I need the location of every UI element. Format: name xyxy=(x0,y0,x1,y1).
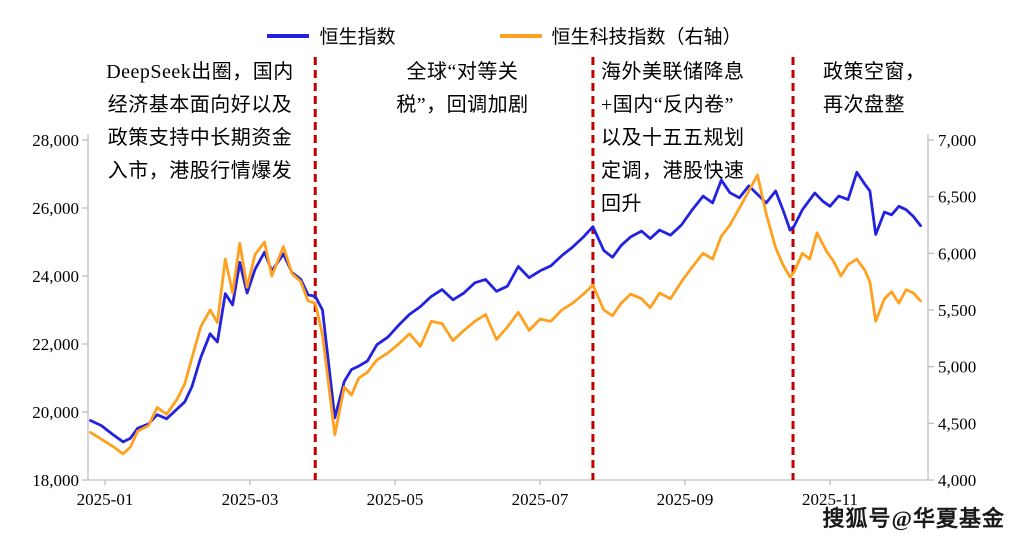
annotation-line: 以及十五五规划 xyxy=(601,127,745,149)
chart-legend: 恒生指数 恒生科技指数（右轴） xyxy=(0,22,1009,49)
annotation-line: 定调，港股快速 xyxy=(601,160,745,182)
y-axis-right-label: 5,500 xyxy=(938,301,976,320)
x-axis-label: 2025-11 xyxy=(802,490,858,509)
hsi-line-swatch-icon xyxy=(267,33,310,38)
annotation-line: 回升 xyxy=(601,193,642,215)
y-axis-right-label: 6,500 xyxy=(938,188,976,207)
y-axis-left-label: 26,000 xyxy=(32,199,79,218)
y-axis-right-label: 6,000 xyxy=(938,244,976,263)
annotation-line: 税”，回调加剧 xyxy=(396,94,529,116)
y-axis-left-label: 24,000 xyxy=(32,267,79,286)
y-axis-left-label: 22,000 xyxy=(32,335,79,354)
y-axis-left-label: 20,000 xyxy=(32,403,79,422)
watermark-text: 搜狐号@华夏基金 xyxy=(822,506,1005,531)
annotation-fed-cut-rebound: 海外美联储降息 +国内“反内卷” 以及十五五规划 定调，港股快速 回升 xyxy=(601,56,801,221)
x-axis-label: 2025-01 xyxy=(77,490,134,509)
annotation-line: 入市，港股行情爆发 xyxy=(107,160,293,182)
hstech-series-line xyxy=(89,173,922,456)
x-axis-label: 2025-09 xyxy=(657,490,714,509)
hstech-line-swatch-icon xyxy=(499,33,542,38)
annotation-tariff-correction: 全球“对等关 税”，回调加剧 xyxy=(350,56,575,122)
y-axis-right-label: 4,500 xyxy=(938,414,976,433)
annotation-policy-window: 政策空窗， 再次盘整 xyxy=(823,56,953,122)
x-axis-label: 2025-05 xyxy=(367,490,424,509)
y-axis-right-label: 5,000 xyxy=(938,358,976,377)
annotation-line: DeepSeek出圈，国内 xyxy=(106,61,294,83)
annotation-line: 海外美联储降息 xyxy=(601,61,745,83)
y-axis-left-label: 28,000 xyxy=(32,131,79,150)
annotation-line: 全球“对等关 xyxy=(406,61,519,83)
annotation-line: +国内“反内卷” xyxy=(601,94,735,116)
annotation-line: 政策空窗， xyxy=(823,61,926,83)
annotation-line: 政策支持中长期资金 xyxy=(107,127,293,149)
annotation-line: 再次盘整 xyxy=(823,94,905,116)
annotation-line: 经济基本面向好以及 xyxy=(107,94,293,116)
legend-label-hstech: 恒生科技指数（右轴） xyxy=(551,27,742,48)
legend-label-hsi: 恒生指数 xyxy=(319,27,396,48)
annotation-deepseek-rally: DeepSeek出圈，国内 经济基本面向好以及 政策支持中长期资金 入市，港股行情爆发 xyxy=(84,56,316,188)
legend-item-hstech: 恒生科技指数（右轴） xyxy=(499,22,742,49)
y-axis-right-label: 4,000 xyxy=(938,471,976,490)
legend-item-hsi: 恒生指数 xyxy=(267,22,396,49)
y-axis-right-label: 7,000 xyxy=(938,131,976,150)
hsi-series-line xyxy=(89,170,922,444)
x-axis-label: 2025-07 xyxy=(512,490,569,509)
x-axis-label: 2025-03 xyxy=(222,490,279,509)
y-axis-left-label: 18,000 xyxy=(32,471,79,490)
